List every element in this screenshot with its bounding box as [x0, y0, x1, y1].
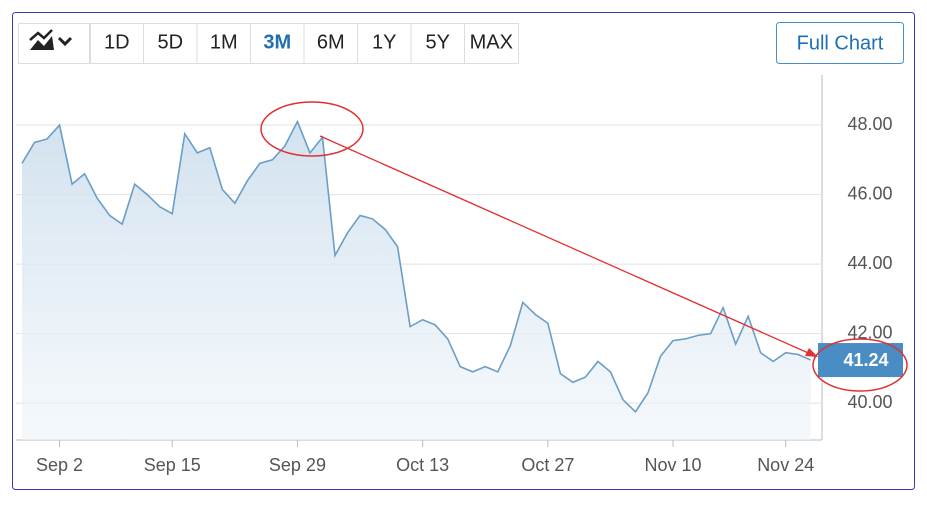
range-button[interactable]: 1M — [210, 31, 238, 53]
toolbar: 1D 5D 1M 3M 6M 1Y 5Y MAX — [18, 23, 519, 64]
range-button[interactable]: 5Y — [426, 31, 450, 53]
x-tick-label: Oct 13 — [396, 455, 449, 475]
annotation-circle — [260, 101, 364, 157]
x-tick-label: Oct 27 — [521, 455, 574, 475]
full-chart-button[interactable] — [776, 22, 904, 64]
plot: 40.00 42.00 44.00 46.00 48.00 Sep 2 Sep 15 Sep … — [16, 114, 903, 475]
x-tick-label: Sep 2 — [36, 455, 83, 475]
chart-type-icon-line — [29, 29, 53, 41]
last-price-label: 41.24 — [843, 350, 888, 370]
y-tick-label: 48.00 — [847, 114, 892, 134]
range-button[interactable]: 1Y — [372, 31, 396, 53]
last-price-badge — [818, 343, 903, 378]
y-tick-label: 44.00 — [847, 253, 892, 273]
range-button[interactable]: 1D — [104, 31, 130, 53]
annotation-arrow — [319, 135, 816, 357]
range-button[interactable]: 5D — [157, 31, 183, 53]
y-tick-label: 46.00 — [847, 183, 892, 203]
chart-type-icon — [30, 36, 54, 50]
y-tick-label: 42.00 — [847, 322, 892, 342]
price-area — [22, 121, 811, 440]
price-line — [21, 119, 812, 414]
dropdown-chevron — [57, 36, 73, 47]
y-tick-label: 40.00 — [847, 392, 892, 412]
range-button[interactable]: 3M — [263, 31, 291, 53]
range-button[interactable]: MAX — [470, 31, 513, 53]
full-chart-label[interactable]: Full Chart — [797, 32, 884, 54]
annotations — [260, 101, 908, 392]
chart-type-button[interactable] — [18, 23, 90, 64]
annotation-circle — [812, 338, 908, 392]
x-tick-label: Sep 15 — [144, 455, 201, 475]
range-button[interactable]: 6M — [317, 31, 345, 53]
x-tick-label: Nov 10 — [645, 455, 702, 475]
x-tick-label: Nov 24 — [757, 455, 814, 475]
annotation-arrowhead — [805, 348, 818, 357]
x-tick-label: Sep 29 — [269, 455, 326, 475]
